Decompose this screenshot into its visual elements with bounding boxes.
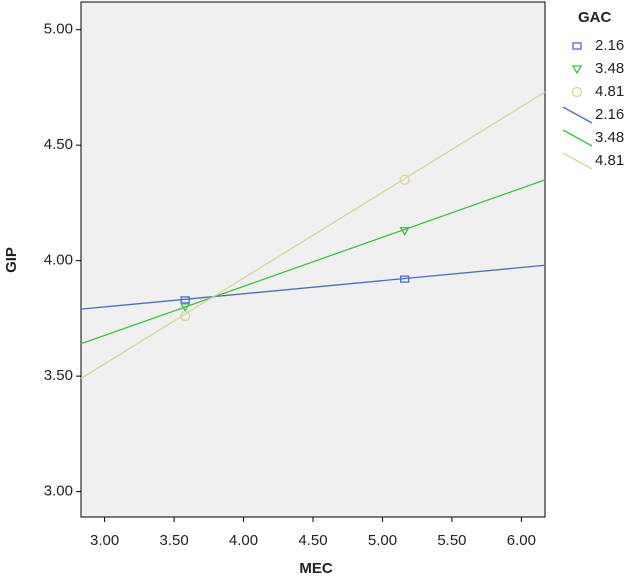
legend-line [562, 129, 593, 147]
x-tick-label: 3.00 [90, 532, 119, 549]
x-axis-title: MEC [299, 560, 333, 577]
y-tick-label: 4.00 [44, 252, 73, 269]
legend-marker [572, 42, 582, 50]
legend-marker [571, 86, 583, 98]
point [400, 275, 410, 283]
point [180, 310, 191, 322]
legend-label: 4.81 [595, 152, 624, 169]
point [399, 226, 410, 236]
fit-line [80, 179, 546, 345]
point [399, 174, 410, 185]
y-axis-title: GIP [3, 247, 20, 273]
point [180, 303, 191, 313]
x-tick-label: 4.50 [298, 532, 327, 549]
x-tick-label: 5.00 [368, 532, 397, 549]
legend-label: 3.48 [595, 129, 624, 146]
legend-title: GAC [578, 9, 612, 26]
fit-line [80, 264, 546, 310]
legend-line [562, 152, 593, 170]
legend-label: 2.16 [595, 37, 624, 54]
plot-area [80, 1, 546, 518]
y-tick-label: 4.50 [44, 136, 73, 153]
y-tick-label: 3.00 [44, 483, 73, 500]
y-tick-label: 5.00 [44, 21, 73, 38]
legend-line [562, 106, 593, 124]
point [180, 296, 190, 304]
y-tick-label: 3.50 [44, 367, 73, 384]
x-tick-label: 3.50 [159, 532, 188, 549]
fit-line [80, 91, 546, 379]
legend-label: 4.81 [595, 83, 624, 100]
legend-label: 2.16 [595, 106, 624, 123]
x-tick-label: 6.00 [507, 532, 536, 549]
legend-label: 3.48 [595, 60, 624, 77]
x-tick-label: 4.00 [229, 532, 258, 549]
legend-marker [571, 65, 583, 75]
x-tick-label: 5.50 [437, 532, 466, 549]
